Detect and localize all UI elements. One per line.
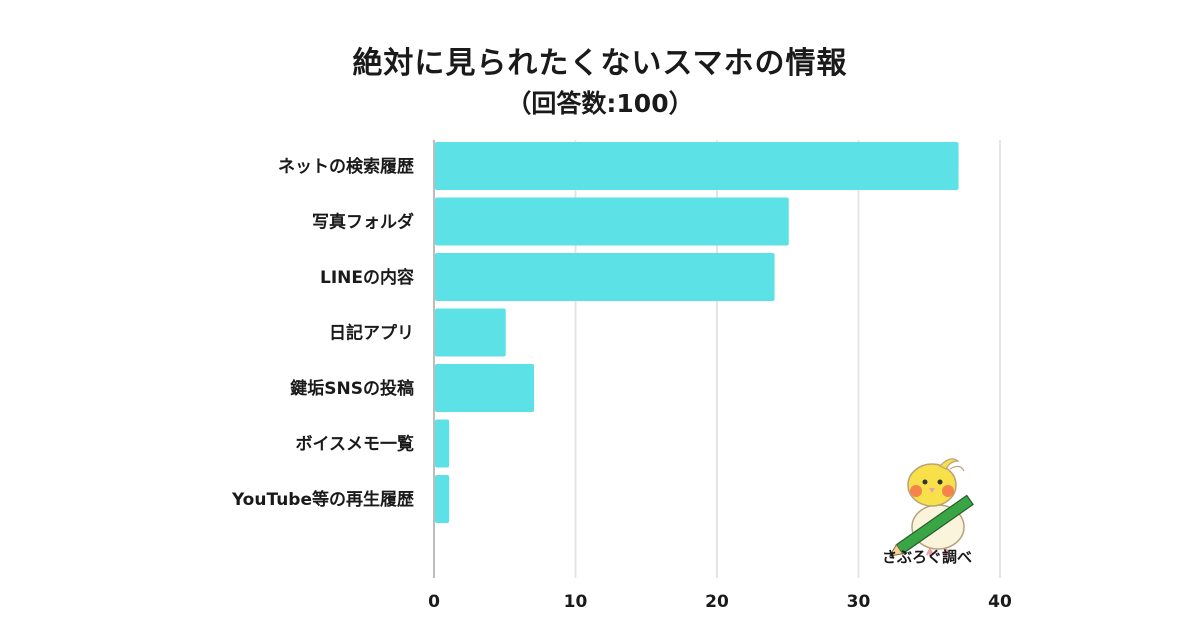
tick-label-layer: 0 10 20 30 40 bbox=[428, 592, 1012, 612]
category-label: 写真フォルダ bbox=[312, 212, 414, 233]
category-label: ネットの検索履歴 bbox=[278, 156, 414, 177]
chart-subtitle: （回答数:100） bbox=[506, 89, 694, 118]
bar bbox=[435, 197, 789, 246]
source-brand-label: さぶろぐ調べ bbox=[881, 548, 972, 566]
x-tick-label: 10 bbox=[564, 592, 588, 612]
x-tick-label: 30 bbox=[847, 592, 871, 612]
bar bbox=[435, 364, 535, 412]
bar bbox=[435, 308, 506, 357]
category-label: 日記アプリ bbox=[329, 323, 414, 344]
x-tick-label: 20 bbox=[705, 592, 729, 612]
bar bbox=[435, 253, 775, 301]
category-label: 鍵垢SNSの投稿 bbox=[290, 378, 414, 399]
category-label: ボイスメモ一覧 bbox=[296, 434, 415, 455]
bar bbox=[435, 419, 450, 468]
bar bbox=[435, 142, 959, 190]
grid-layer bbox=[433, 140, 1001, 578]
chart-title: 絶対に見られたくないスマホの情報 bbox=[352, 46, 848, 81]
bird-mascot-icon bbox=[888, 458, 974, 557]
x-tick-label: 40 bbox=[988, 592, 1012, 612]
bar-layer bbox=[435, 142, 959, 523]
x-tick-label: 0 bbox=[428, 592, 440, 612]
bar bbox=[435, 475, 450, 523]
category-label: YouTube等の再生履歴 bbox=[231, 489, 414, 510]
category-label: LINEの内容 bbox=[320, 267, 414, 288]
